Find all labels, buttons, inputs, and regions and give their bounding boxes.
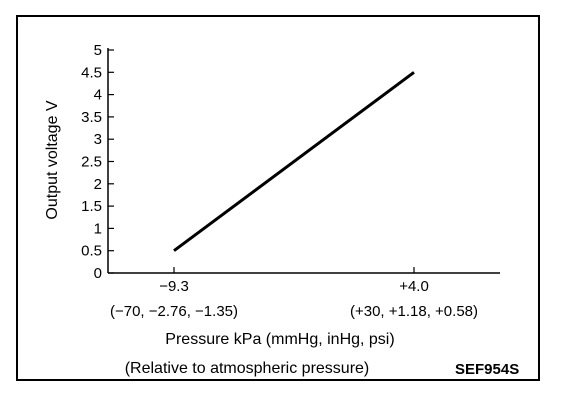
y-tick-label: 1: [94, 220, 102, 237]
y-tick-label: 4.5: [81, 64, 102, 81]
x-tick-sublabel: (+30, +1.18, +0.58): [350, 303, 478, 320]
y-tick-label: 0.5: [81, 243, 102, 260]
y-tick-label: 3.5: [81, 109, 102, 126]
x-axis-label: Pressure kPa (mmHg, inHg, psi): [165, 331, 394, 348]
y-tick-label: 1.5: [81, 198, 102, 215]
x-tick-sublabel: (−70, −2.76, −1.35): [110, 303, 238, 320]
y-axis-label: Output voltage V: [44, 100, 61, 220]
y-tick-label: 2.5: [81, 154, 102, 171]
x-tick-label: −9.3: [159, 278, 189, 295]
chart-frame: [16, 15, 540, 381]
series-line: [173, 71, 415, 252]
x-axis-label-note: (Relative to atmospheric pressure): [125, 360, 370, 377]
y-tick-label: 5: [94, 42, 102, 59]
figure-code: SEF954S: [455, 361, 519, 378]
y-tick-label: 2: [94, 176, 102, 193]
y-tick-label: 4: [94, 87, 102, 104]
y-tick-label: 0: [94, 265, 102, 282]
x-tick-label: +4.0: [399, 278, 429, 295]
y-tick-label: 3: [94, 131, 102, 148]
